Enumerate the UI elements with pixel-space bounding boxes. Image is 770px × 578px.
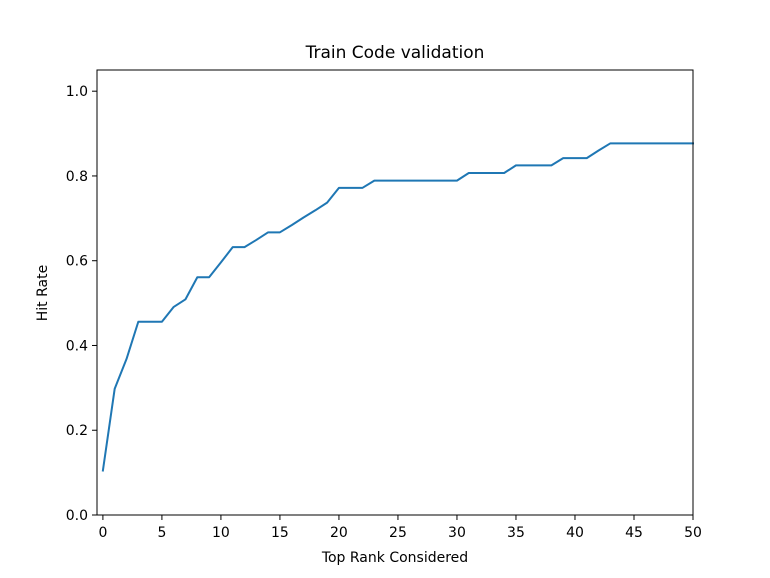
y-tick-label-4: 0.8 (66, 169, 88, 185)
plot-area: 0 5 10 15 20 25 30 35 40 45 50 0.0 0.2 0.4 0.6 0.8 1.0 (66, 69, 702, 541)
y-tick-label-3: 0.6 (66, 254, 88, 270)
y-tick-label-1: 0.2 (66, 423, 88, 439)
x-tick-label-45: 45 (625, 525, 643, 541)
x-axis-label: Top Rank Considered (321, 550, 468, 566)
x-tick-label-5: 5 (157, 525, 166, 541)
x-tick-label-35: 35 (507, 525, 525, 541)
y-tick-label-2: 0.4 (66, 338, 88, 354)
series-line (101, 142, 694, 472)
x-tick-label-0: 0 (98, 525, 107, 541)
x-tick-label-10: 10 (212, 525, 230, 541)
chart-title: Train Code validation (305, 43, 485, 63)
x-tick-label-50: 50 (684, 525, 702, 541)
x-tick-label-15: 15 (271, 525, 289, 541)
x-tick-label-20: 20 (330, 525, 348, 541)
x-tick-label-30: 30 (448, 525, 466, 541)
x-tick-label-40: 40 (566, 525, 584, 541)
y-tick-label-0: 0.0 (66, 508, 88, 524)
x-tick-label-25: 25 (389, 525, 407, 541)
axes-frame (96, 69, 694, 516)
y-axis-label: Hit Rate (35, 265, 51, 321)
y-tick-label-5: 1.0 (66, 84, 88, 100)
